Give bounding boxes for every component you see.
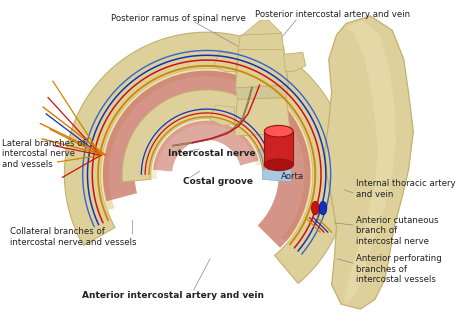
Polygon shape xyxy=(103,71,310,248)
Polygon shape xyxy=(264,131,293,165)
Ellipse shape xyxy=(311,201,319,215)
Polygon shape xyxy=(213,52,238,71)
Polygon shape xyxy=(242,21,282,35)
Polygon shape xyxy=(210,105,235,126)
Polygon shape xyxy=(236,47,288,88)
Polygon shape xyxy=(235,98,290,136)
Polygon shape xyxy=(325,16,413,309)
Polygon shape xyxy=(236,85,288,99)
Text: Aorta: Aorta xyxy=(281,172,304,181)
Polygon shape xyxy=(344,21,396,304)
Text: Posterior intercostal artery and vein: Posterior intercostal artery and vein xyxy=(255,10,410,19)
Polygon shape xyxy=(153,121,259,171)
Text: Intercostal nerve: Intercostal nerve xyxy=(168,148,256,157)
Polygon shape xyxy=(151,119,262,179)
Polygon shape xyxy=(283,52,306,71)
Text: Anterior intercostal artery and vein: Anterior intercostal artery and vein xyxy=(82,291,264,300)
Text: Costal groove: Costal groove xyxy=(182,177,253,186)
Text: Anterior cutaneous
branch of
intercostal nerve: Anterior cutaneous branch of intercostal… xyxy=(356,216,438,246)
Text: Lateral branches of
intercostal nerve
and vessels: Lateral branches of intercostal nerve an… xyxy=(2,139,85,169)
Ellipse shape xyxy=(264,159,293,171)
Text: Collateral branches of
intercostal nerve and vessels: Collateral branches of intercostal nerve… xyxy=(9,227,136,247)
Text: Anterior perforating
branches of
intercostal vessels: Anterior perforating branches of interco… xyxy=(356,254,441,284)
Polygon shape xyxy=(238,33,283,50)
Polygon shape xyxy=(257,139,291,182)
Text: Posterior ramus of spinal nerve: Posterior ramus of spinal nerve xyxy=(110,14,246,23)
Polygon shape xyxy=(64,32,349,283)
Polygon shape xyxy=(122,90,290,182)
Text: Internal thoracic artery
and vein: Internal thoracic artery and vein xyxy=(356,179,456,199)
Ellipse shape xyxy=(319,201,327,215)
Ellipse shape xyxy=(264,126,293,137)
Polygon shape xyxy=(101,69,312,242)
